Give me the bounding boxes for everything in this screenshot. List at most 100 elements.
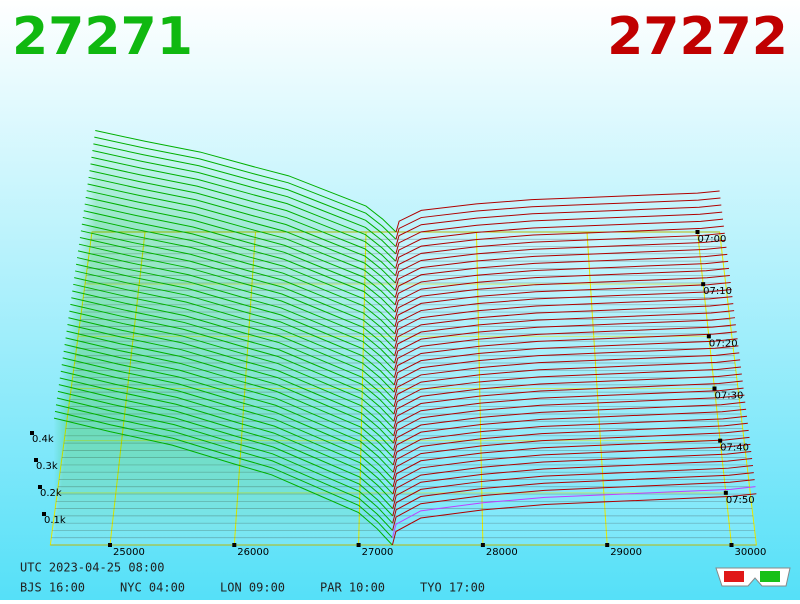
ask-line: [393, 359, 741, 407]
time-tick-label: 07:10: [703, 286, 732, 297]
ask-line: [393, 331, 737, 378]
bid-line: [67, 323, 394, 444]
ask-line: [393, 373, 742, 422]
plot: 25000 26000 27000 28000 29000 30000 07:00 07:10…: [30, 129, 767, 558]
bid-line: [74, 277, 395, 393]
depth-tick: [38, 485, 42, 489]
bid-line: [80, 230, 396, 342]
bid-line: [65, 337, 394, 458]
bid-line: [75, 263, 395, 378]
bid-line: [81, 223, 396, 335]
ask-line: [394, 289, 732, 335]
ask-line: [392, 422, 748, 473]
price-tick-label: 30000: [735, 547, 767, 558]
bid-line: [86, 190, 396, 298]
price-tick: [480, 543, 485, 547]
bid-line: [60, 370, 394, 495]
bid-line: [58, 384, 394, 509]
depth-tick-label: 0.1k: [44, 515, 66, 526]
ask-line: [393, 352, 740, 400]
price-tick: [232, 543, 237, 547]
ask-line: [395, 225, 724, 269]
bid-line: [54, 410, 393, 539]
ask-line: [392, 458, 753, 509]
zone-time: PAR 10:00: [320, 581, 385, 595]
bid-line: [88, 176, 396, 284]
bid-line: [95, 129, 397, 233]
zone-time: TYO 17:00: [420, 581, 485, 595]
ask-line: [395, 218, 724, 262]
price-tick: [356, 543, 361, 547]
bid-line: [73, 283, 395, 400]
ask-line: [393, 345, 739, 393]
price-tick-label: 27000: [362, 547, 394, 558]
ask-line: [393, 366, 742, 415]
bid-line: [70, 303, 395, 422]
depth-tick-label: 0.3k: [36, 461, 58, 472]
bid-line: [66, 330, 394, 451]
depth-tick-label: 0.4k: [32, 434, 54, 445]
ask-line: [392, 472, 754, 524]
bid-price: 27271: [12, 7, 193, 67]
ask-line: [394, 317, 736, 364]
bid-line: [77, 250, 395, 364]
ask-line: [392, 408, 747, 458]
bid-line: [57, 390, 393, 517]
bid-line: [71, 297, 395, 415]
ask-line: [393, 324, 736, 371]
ask-line: [393, 387, 744, 436]
zone-time: LON 09:00: [220, 581, 285, 595]
ask-line: [392, 479, 755, 531]
ask-line: [393, 338, 738, 385]
time-tick: [718, 438, 723, 443]
bid-line: [85, 196, 396, 306]
bid-line: [94, 136, 397, 240]
ask-line: [395, 232, 725, 276]
bid-line: [84, 203, 396, 313]
zone-time: NYC 04:00: [120, 581, 185, 595]
bid-line: [75, 270, 395, 386]
utc-time: UTC 2023-04-25 08:00: [20, 561, 165, 575]
bid-line: [61, 364, 394, 488]
ask-line: [392, 429, 749, 480]
price-tick: [729, 543, 734, 547]
time-tick-label: 07:00: [698, 234, 727, 245]
depth-tick-label: 0.2k: [40, 488, 62, 499]
bid-line: [64, 344, 394, 466]
bid-line: [76, 257, 395, 371]
ask-line: [392, 465, 753, 517]
price-tick: [605, 543, 610, 547]
time-tick: [701, 282, 706, 287]
ask-price: 27272: [607, 7, 788, 67]
bid-line: [56, 397, 393, 524]
ask-line: [394, 239, 726, 284]
bid-line: [59, 377, 394, 502]
ask-line: [394, 267, 730, 313]
bid-line: [90, 163, 396, 269]
ask-line: [392, 415, 748, 466]
zones: BJS 16:00 NYC 04:00 LON 09:00 PAR 10:00 TYO …: [20, 581, 485, 595]
bid-line: [55, 404, 393, 531]
bid-line: [69, 310, 395, 429]
ask-line: [392, 450, 752, 502]
ask-line: [392, 486, 756, 538]
price-tick-label: 29000: [610, 547, 642, 558]
bid-line: [79, 237, 395, 349]
time-tick-label: 07:30: [715, 391, 744, 402]
time-tick-label: 07:20: [709, 338, 738, 349]
bid-line: [62, 357, 394, 480]
bid-line: [78, 243, 395, 357]
ask-line: [394, 260, 729, 305]
ask-line: [394, 303, 734, 349]
zone-time: BJS 16:00: [20, 581, 85, 595]
time-tick-label: 07:40: [720, 443, 749, 454]
time-tick: [695, 230, 700, 234]
ask-line: [394, 246, 727, 291]
time-tick: [712, 386, 717, 391]
bid-line: [93, 143, 397, 247]
ask-line: [393, 394, 745, 444]
bid-line: [89, 170, 396, 277]
bid-line: [87, 183, 396, 291]
ask-line: [394, 274, 730, 320]
price-tick-label: 25000: [113, 547, 145, 558]
